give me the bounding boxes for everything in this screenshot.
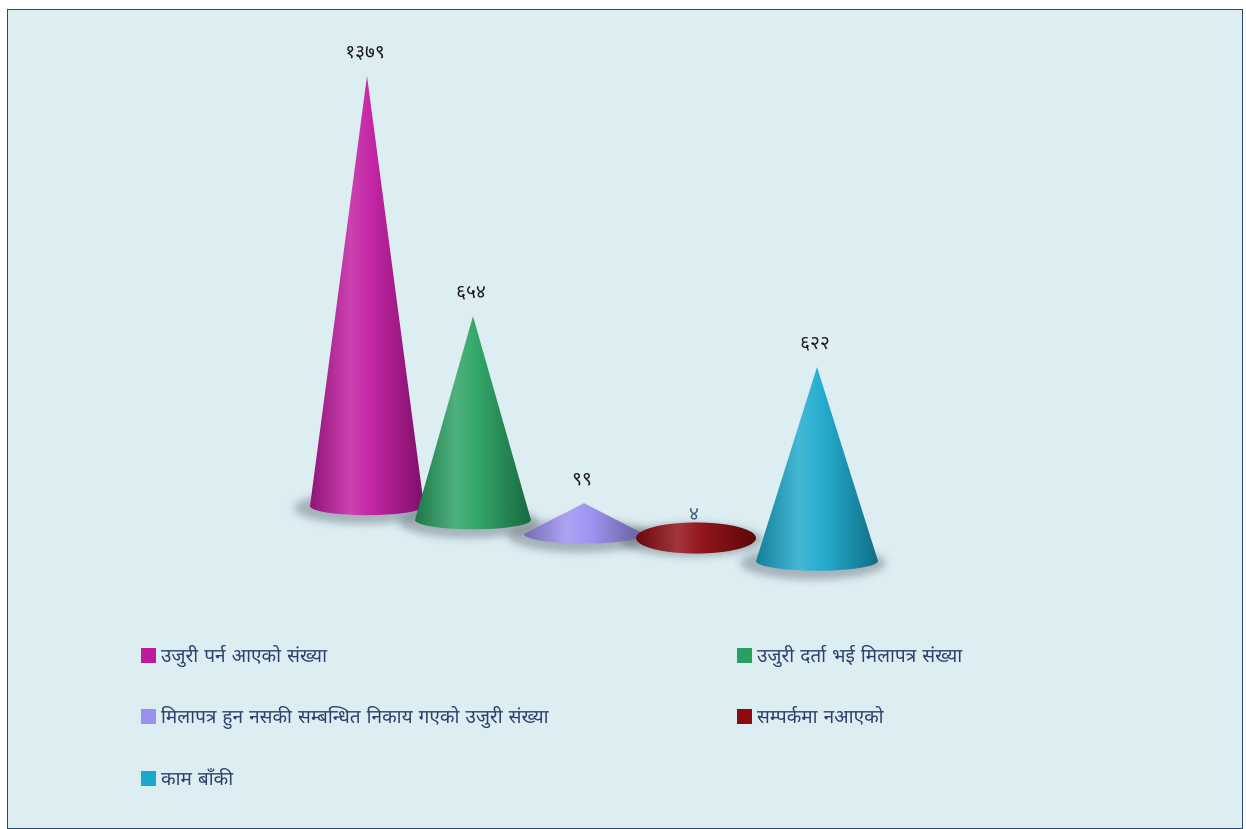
legend-item: उजुरी दर्ता भई मिलापत्र संख्या [737,643,962,667]
data-label: ६५४ [456,281,486,303]
legend-swatch [141,647,156,663]
cone-body [310,76,424,516]
legend-swatch [141,770,156,786]
cone-bar [524,503,644,544]
legend-item: उजुरी पर्न आएको संख्या [141,643,327,667]
cone-bar [756,367,878,571]
data-label: ४ [689,503,699,525]
legend-swatch [141,708,156,724]
data-label: ६२२ [800,332,830,354]
chart-container: १३७९ ६५४ ९९ ४ ६२२ उजुरी पर्न आएको संख्या उजुर… [7,9,1243,829]
legend-item: सम्पर्कमा नआएको [737,704,884,728]
cone-body [524,503,644,544]
legend-swatch [737,708,752,724]
cone-body [756,367,878,571]
cone-bar [415,316,531,530]
legend-label: मिलापत्र हुन नसकी सम्बन्धित निकाय गएको उ… [161,706,549,728]
data-labels-layer: १३७९ ६५४ ९९ ४ ६२२ [345,41,830,525]
legend-item: मिलापत्र हुन नसकी सम्बन्धित निकाय गएको उ… [141,704,549,728]
cone-bar [310,76,424,516]
cone-body [636,522,756,554]
legend-label: सम्पर्कमा नआएको [757,706,884,728]
legend-item: काम बाँकी [141,766,233,790]
cone-chart: १३७९ ६५४ ९९ ४ ६२२ [294,41,886,580]
data-label: ९९ [572,468,592,490]
data-label: १३७९ [345,41,385,63]
legend-swatch [737,647,752,663]
cone-bar [636,522,756,554]
legend-label: उजुरी पर्न आएको संख्या [161,645,327,667]
legend-label: काम बाँकी [161,768,234,790]
cones-layer [310,76,878,571]
legend-label: उजुरी दर्ता भई मिलापत्र संख्या [757,645,963,667]
cone-body [415,316,531,530]
